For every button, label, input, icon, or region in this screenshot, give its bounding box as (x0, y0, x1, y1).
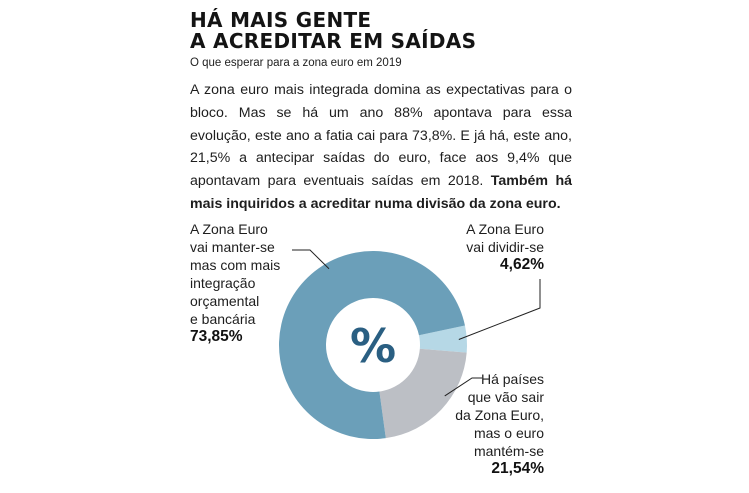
leader-line-countries-leave (444, 377, 482, 397)
slice-divide (418, 325, 467, 353)
slice-stay-integrated (278, 250, 465, 439)
value-label-countries-leave: 21,54% (491, 460, 544, 477)
label-line: mantém-se (473, 443, 544, 459)
label-line: vai manter-se (190, 239, 275, 255)
label-line: vai dividir-se (466, 239, 544, 255)
center-percent-symbol: % (350, 319, 396, 373)
body-text: A zona euro mais integrada domina as exp… (190, 82, 572, 190)
label-line: mas o euro (473, 425, 544, 441)
label-line: da Zona Euro, (455, 407, 544, 423)
label-line: A Zona Euro (466, 221, 544, 237)
body-text-bold: Também há mais inquiridos a acreditar nu… (190, 173, 572, 212)
label-line: A Zona Euro (190, 221, 268, 237)
chart-subtitle: O que esperar para a zona euro em 2019 (190, 57, 402, 69)
value-label-divide: 4,62% (500, 256, 544, 273)
label-line: integração (190, 275, 256, 291)
label-countries-leave: Há países que vão sair da Zona Euro, mas… (414, 370, 544, 478)
title-line-2: A ACREDITAR EM SAÍDAS (190, 29, 477, 53)
chart-title: HÁ MAIS GENTE A ACREDITAR EM SAÍDAS (190, 10, 610, 52)
label-line: e bancária (190, 311, 256, 327)
value-label-stay-integrated: 73,85% (190, 328, 243, 345)
leader-line-stay-integrated (292, 249, 330, 270)
body-paragraph: A zona euro mais integrada domina as exp… (190, 79, 572, 216)
label-line: Há países (480, 371, 544, 387)
leader-line-divide (458, 279, 541, 340)
label-line: orçamental (190, 293, 260, 309)
slice-countries-leave (379, 348, 467, 439)
label-stay-integrated: A Zona Euro vai manter-se mas com mais i… (190, 220, 320, 346)
label-divide: A Zona Euro vai dividir-se 4,62% (414, 220, 544, 274)
title-line-1: HÁ MAIS GENTE (190, 8, 372, 32)
label-line: mas com mais (190, 257, 281, 273)
label-line: que vão sair (467, 389, 544, 405)
